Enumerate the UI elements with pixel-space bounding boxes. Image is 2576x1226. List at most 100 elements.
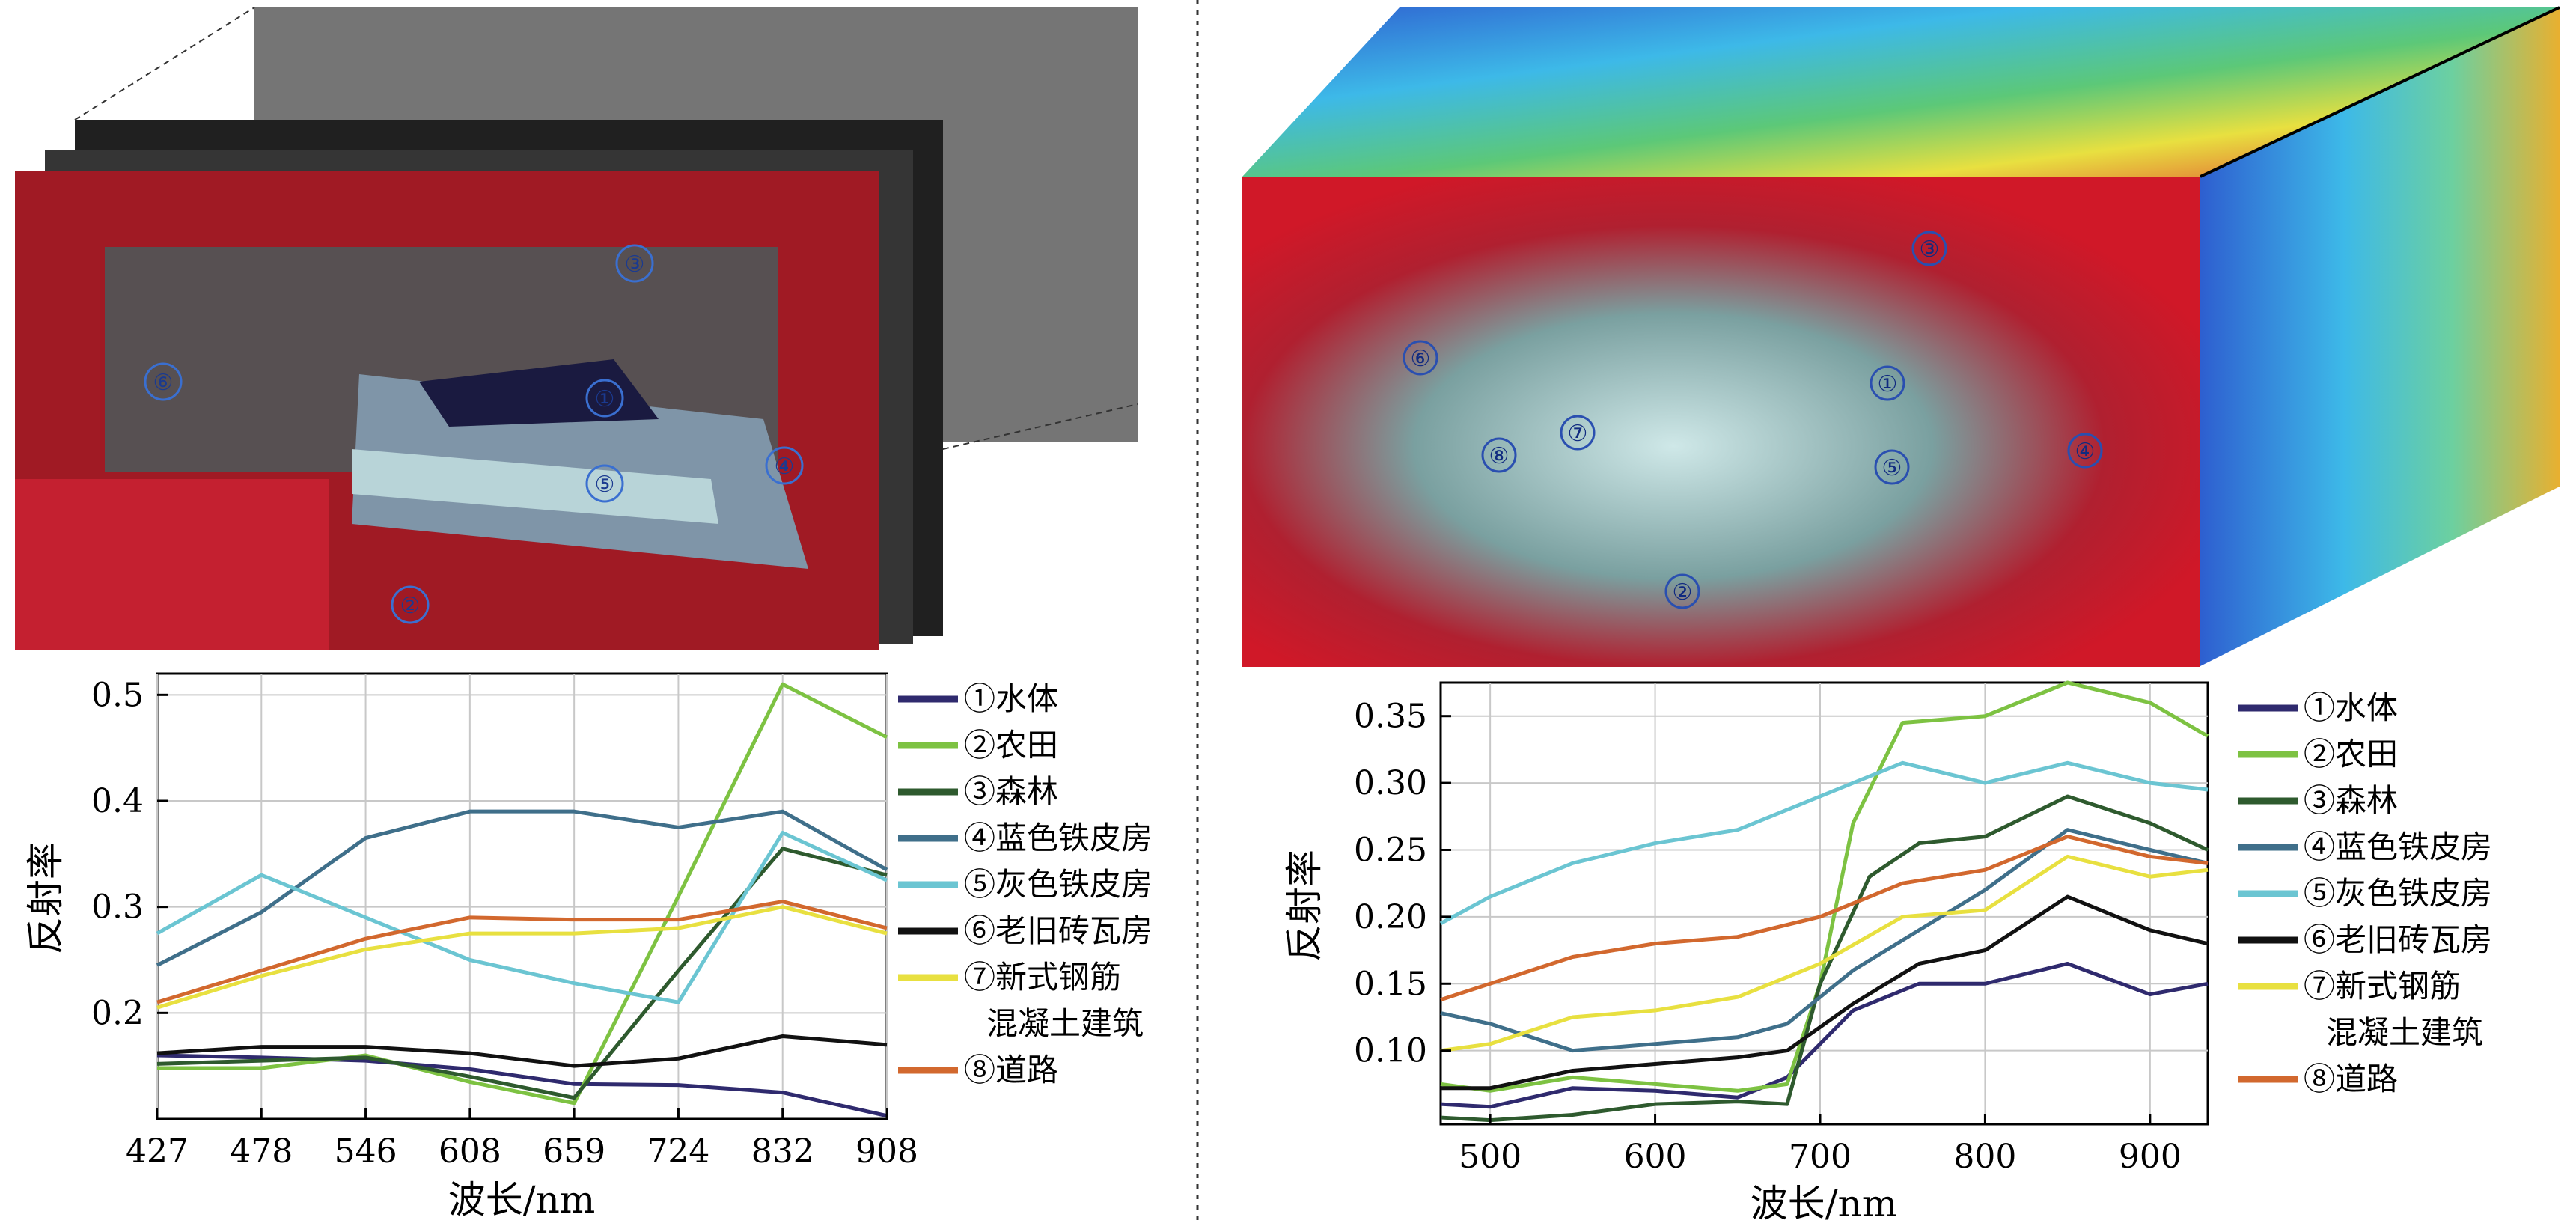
right-x-tick-label: 700: [1789, 1138, 1852, 1176]
left-x-tick-label: 427: [126, 1132, 189, 1171]
right-region-marker-label: ④: [2075, 439, 2096, 465]
left-plot-area: [156, 672, 888, 1120]
right-y-tick-label: 0.15: [1354, 965, 1427, 1003]
left-legend-label-line: ①水体: [964, 680, 1058, 717]
left-legend-label: ⑧道路: [964, 1052, 1058, 1088]
left-legend-label: ⑥老旧砖瓦房: [964, 912, 1153, 949]
right-legend-label: ②农田: [2304, 736, 2398, 772]
left-chart: 427 478 546 608 659 724 832 908 0.5 0.4 0.3 0.2 波长…: [24, 672, 1153, 1222]
left-region-marker: [585, 464, 624, 503]
left-legend-label-line: ⑤灰色铁皮房: [964, 866, 1153, 903]
left-series-line: [156, 847, 888, 1100]
right-y-ticks: 0.35 0.30 0.25 0.20 0.15 0.10: [1354, 698, 1451, 1070]
left-region-marker: [585, 379, 624, 418]
left-series-line: [157, 682, 888, 1105]
left-series-line: [156, 809, 888, 967]
right-series-line: [1440, 854, 2209, 1053]
right-x-axis-title: 波长/nm: [1751, 1182, 1897, 1225]
right-region-marker-label: ⑤: [1882, 455, 1902, 481]
right-legend-label-line: ④蓝色铁皮房: [2304, 829, 2492, 865]
right-region-marker: [1403, 340, 1438, 376]
left-legend-label: ③森林: [964, 773, 1058, 810]
left-legend-label-line: 混凝土建筑: [986, 1005, 1144, 1042]
right-x-tick-label: 600: [1624, 1138, 1687, 1176]
water-body: [419, 359, 659, 427]
right-region-marker: [1911, 231, 1947, 266]
right-region-marker: [1560, 415, 1596, 451]
stack-edge-line: [74, 7, 255, 121]
left-region-marker-label: ③: [625, 251, 645, 278]
left-region-marker-label: ②: [400, 593, 421, 619]
right-x-tick-label: 500: [1459, 1138, 1522, 1176]
right-y-tick-label: 0.25: [1354, 831, 1427, 869]
left-y-tick-label: 0.3: [91, 888, 144, 927]
left-series-line: [156, 1053, 888, 1118]
left-legend-label-line: ⑧道路: [964, 1052, 1058, 1088]
right-legend-label: ①水体: [2304, 689, 2398, 726]
cube-front-image: [1242, 177, 2200, 667]
left-region-marker-label: ⑤: [595, 472, 615, 498]
right-legend-label-line: ⑥老旧砖瓦房: [2304, 921, 2492, 958]
left-region-marker-label: ④: [775, 454, 795, 480]
right-series-line: [1440, 835, 2209, 1002]
right-region-marker: [2067, 433, 2103, 469]
left-legend-label: ②农田: [964, 727, 1058, 763]
right-series-line: [1441, 894, 2209, 1091]
left-x-tick-label: 546: [335, 1132, 397, 1171]
right-region-marker-label: ③: [1920, 237, 1940, 263]
right-series-group: [1439, 680, 2209, 1123]
left-image-stack: [15, 7, 1138, 650]
left-series-line: [156, 1034, 888, 1068]
right-region-marker-label: ⑥: [1411, 346, 1431, 372]
cube-edge: [2200, 6, 2560, 178]
left-x-tick-label: 478: [230, 1132, 293, 1171]
left-grid: [156, 674, 888, 1119]
left-series-line: [156, 900, 888, 1004]
right-legend-label-line: ②农田: [2304, 736, 2398, 772]
right-region-marker-label: ①: [1878, 371, 1898, 397]
left-legend-label: ⑦新式钢筋混凝土建筑: [964, 959, 1144, 1042]
left-x-tick-label: 608: [439, 1132, 501, 1171]
stack-edge-line-2: [942, 403, 1138, 450]
left-legend-label-line: ②农田: [964, 727, 1058, 763]
left-legend-label: ④蓝色铁皮房: [964, 820, 1153, 856]
left-x-tick-label: 832: [751, 1132, 814, 1171]
right-x-ticks: 500 600 700 800 900: [1459, 1114, 2182, 1176]
image-region-markers: ① ② ③ ④ ⑤ ⑥ ① ② ③ ④ ⑤ ⑥ ⑦ ⑧: [144, 231, 2103, 624]
right-series-line: [1439, 760, 2209, 926]
right-y-tick-label: 0.20: [1354, 898, 1427, 936]
left-y-tick-label: 0.5: [91, 676, 144, 714]
right-chart: 500 600 700 800 900 0.35 0.30 0.25 0.20 0.15 0.10…: [1283, 680, 2492, 1225]
left-series-group: [156, 682, 888, 1118]
right-y-tick-label: 0.35: [1354, 698, 1427, 736]
right-series-line: [1440, 794, 2209, 1123]
left-x-tick-label: 724: [647, 1132, 709, 1171]
right-legend-label: ③森林: [2304, 782, 2398, 819]
left-series-line: [156, 905, 888, 1010]
left-region-marker: [615, 244, 654, 283]
right-legend-label: ⑤灰色铁皮房: [2304, 875, 2492, 912]
left-series-line: [156, 831, 888, 1004]
right-x-tick-label: 900: [2119, 1138, 2182, 1176]
right-region-marker: [1870, 365, 1905, 401]
cube-side-face: [2200, 7, 2560, 666]
farmland-area: [15, 479, 329, 650]
left-legend-label-line: ⑥老旧砖瓦房: [964, 912, 1153, 949]
left-region-marker-label: ①: [595, 386, 615, 412]
right-x-tick-label: 800: [1953, 1138, 2016, 1176]
left-x-tick-label: 659: [543, 1132, 605, 1171]
left-legend-label-line: ③森林: [964, 773, 1058, 810]
left-legend-label: ⑤灰色铁皮房: [964, 866, 1153, 903]
left-region-marker: [144, 362, 183, 401]
right-legend-label: ⑦新式钢筋混凝土建筑: [2304, 968, 2483, 1051]
left-y-ticks: 0.5 0.4 0.3 0.2: [91, 676, 168, 1032]
gray-roof-strip: [352, 449, 718, 524]
right-region-marker: [1874, 449, 1910, 485]
left-y-axis-title: 反射率: [24, 842, 67, 954]
right-legend: ①水体 ②农田 ③森林 ④蓝色铁皮房 ⑤灰色铁皮房 ⑥老旧砖瓦房 ⑦新式钢筋混凝土建筑 ⑧道路: [2238, 689, 2492, 1097]
right-legend-label-line: ①水体: [2304, 689, 2398, 726]
left-x-ticks: 427 478 546 608 659 724 832 908: [126, 1108, 918, 1171]
right-region-marker-label: ⑦: [1568, 421, 1588, 447]
left-x-tick-label: 908: [855, 1132, 918, 1171]
